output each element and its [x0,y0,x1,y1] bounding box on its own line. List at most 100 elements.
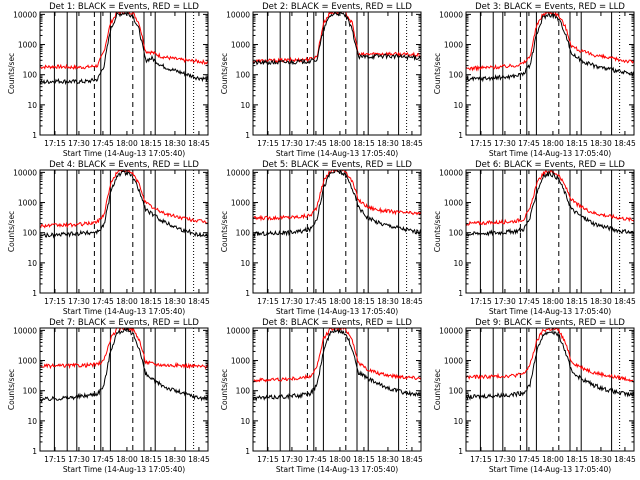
x-tick-label: 18:30 [164,455,186,464]
x-tick-label: 17:45 [92,139,114,148]
x-axis-label: Start Time (14-Aug-13 17:05:40) [489,149,611,158]
y-tick-label: 1000 [231,41,250,50]
x-tick-label: 17:45 [518,455,540,464]
x-tick-label: 17:15 [44,139,66,148]
x-tick-label: 17:30 [68,455,90,464]
x-tick-label: 17:30 [68,139,90,148]
y-tick-label: 1 [245,131,250,140]
plot-frame [465,11,635,136]
y-tick-label: 1 [458,289,463,298]
y-tick-label: 100 [236,71,251,80]
panel-title: Det 7: BLACK = Events, RED = LLD [49,318,199,328]
x-tick-label: 18:45 [188,297,210,306]
x-tick-label: 18:45 [614,297,636,306]
y-tick-label: 100 [236,229,251,238]
x-tick-label: 17:15 [44,297,66,306]
x-tick-label: 18:00 [329,455,351,464]
y-tick-label: 1 [458,131,463,140]
x-tick-label: 18:45 [614,455,636,464]
y-tick-label: 10000 [439,168,463,177]
panel-det-6: Det 6: BLACK = Events, RED = LLD 1 10 100 10… [433,160,636,316]
y-axis-label: Counts/sec [7,369,16,410]
y-tick-label: 10000 [13,10,37,19]
y-tick-label: 100 [449,229,464,238]
y-tick-label: 10 [453,259,463,268]
y-tick-label: 1000 [444,41,463,50]
panel-title: Det 6: BLACK = Events, RED = LLD [475,160,625,170]
x-tick-label: 17:15 [470,139,492,148]
x-tick-label: 18:00 [329,139,351,148]
x-tick-label: 17:45 [92,297,114,306]
x-tick-label: 18:30 [164,297,186,306]
plot-frame [39,327,209,452]
y-tick-label: 10000 [439,326,463,335]
panel-title: Det 8: BLACK = Events, RED = LLD [262,318,412,328]
x-tick-label: 18:15 [140,455,162,464]
x-tick-label: 18:30 [590,455,612,464]
y-tick-label: 1 [32,289,37,298]
x-tick-label: 18:15 [140,297,162,306]
x-tick-label: 18:45 [401,297,423,306]
y-tick-label: 100 [236,387,251,396]
events-series-line [40,328,208,403]
x-tick-label: 18:15 [140,139,162,148]
x-tick-label: 18:00 [542,297,564,306]
y-axis-label: Counts/sec [220,369,229,410]
events-series-line [253,12,421,66]
y-tick-label: 10 [240,417,250,426]
x-tick-label: 18:00 [116,297,138,306]
lld-series-line [253,170,421,222]
panel-title: Det 3: BLACK = Events, RED = LLD [475,2,625,12]
lld-series-line [466,12,634,72]
y-tick-label: 10000 [13,168,37,177]
x-axis-label: Start Time (14-Aug-13 17:05:40) [276,149,398,158]
x-axis-label: Start Time (14-Aug-13 17:05:40) [63,465,185,474]
events-series-line [40,12,208,86]
y-tick-label: 1000 [18,41,37,50]
x-tick-label: 18:15 [566,297,588,306]
lld-series-line [40,12,208,70]
x-tick-label: 18:30 [377,455,399,464]
panel-title: Det 2: BLACK = Events, RED = LLD [262,2,412,12]
y-tick-label: 10 [27,101,37,110]
x-tick-label: 17:30 [281,139,303,148]
panel-det-9: Det 9: BLACK = Events, RED = LLD 1 10 100 10… [433,318,636,474]
events-series-line [253,328,421,402]
x-tick-label: 18:00 [116,455,138,464]
y-tick-label: 10 [453,101,463,110]
panel-det-4: Det 4: BLACK = Events, RED = LLD 1 10 100 10… [7,160,210,316]
panel-det-5: Det 5: BLACK = Events, RED = LLD 1 10 100 10… [220,160,423,316]
x-tick-label: 18:15 [353,297,375,306]
plot-frame [465,169,635,294]
x-tick-label: 17:45 [518,139,540,148]
y-tick-label: 10 [240,259,250,268]
lld-series-line [40,170,208,229]
y-tick-label: 1 [458,447,463,456]
panel-det-8: Det 8: BLACK = Events, RED = LLD 1 10 100 10… [220,318,423,474]
y-tick-label: 10 [27,259,37,268]
y-tick-label: 10000 [226,326,250,335]
lld-series-line [253,328,421,383]
x-tick-label: 18:15 [353,139,375,148]
x-tick-label: 17:45 [305,297,327,306]
y-tick-label: 100 [23,387,38,396]
x-tick-label: 17:15 [257,139,279,148]
y-tick-label: 100 [23,229,38,238]
x-tick-label: 18:30 [377,297,399,306]
x-tick-label: 17:30 [494,455,516,464]
x-tick-label: 18:00 [116,139,138,148]
y-tick-label: 1 [32,447,37,456]
lld-series-line [40,328,208,370]
panel-det-1: Det 1: BLACK = Events, RED = LLD 1 10 100 10… [7,2,210,158]
y-tick-label: 10 [453,417,463,426]
y-tick-label: 1000 [231,357,250,366]
y-tick-label: 1000 [18,357,37,366]
panel-title: Det 5: BLACK = Events, RED = LLD [262,160,412,170]
x-tick-label: 18:45 [614,139,636,148]
y-tick-label: 10000 [226,10,250,19]
x-axis-label: Start Time (14-Aug-13 17:05:40) [63,307,185,316]
x-tick-label: 18:30 [590,297,612,306]
y-tick-label: 100 [23,71,38,80]
x-tick-label: 17:30 [68,297,90,306]
